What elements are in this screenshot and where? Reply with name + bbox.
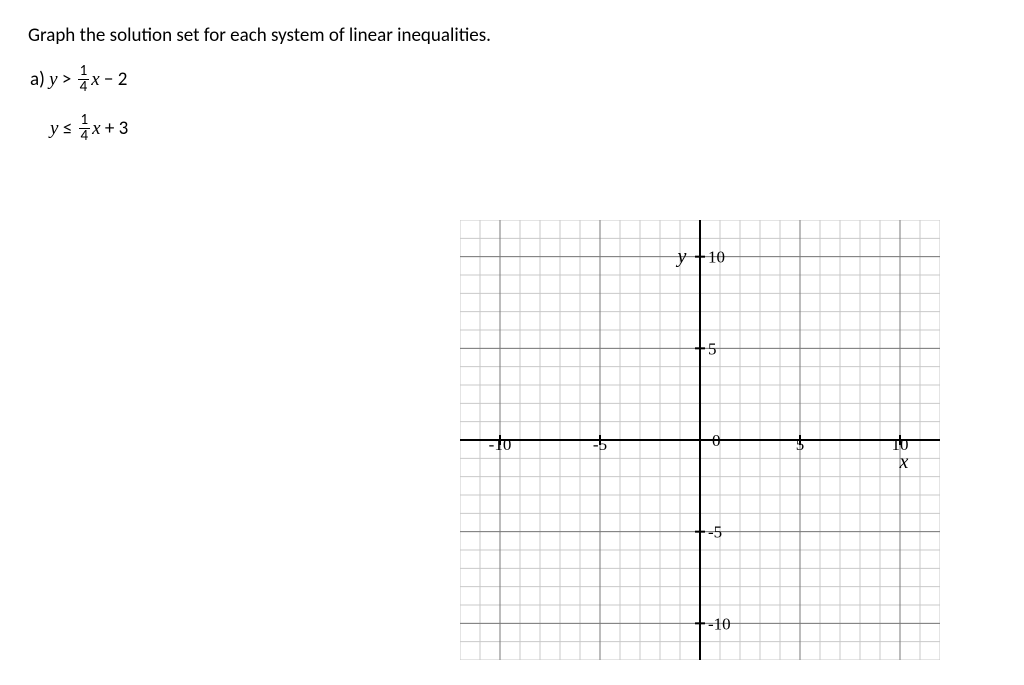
y-axis-label: y xyxy=(676,246,687,268)
y-tick-label: -10 xyxy=(708,614,731,633)
eq1-rhs-var: x xyxy=(91,69,99,90)
eq2-tail: + 3 xyxy=(101,117,129,140)
x-axis-label: x xyxy=(899,451,909,473)
eq1-operator: > xyxy=(62,68,71,91)
instruction-text: Graph the solution set for each system o… xyxy=(28,24,996,47)
eq1-lhs-var: y xyxy=(49,69,57,90)
eq1-fraction: 1 4 xyxy=(78,64,90,95)
svg-text:-5: -5 xyxy=(593,435,607,454)
eq1-denominator: 4 xyxy=(78,80,90,95)
problem-block: a) y > 1 4 x − 2 y ≤ 1 4 x + 3 xyxy=(30,65,996,145)
svg-text:0: 0 xyxy=(712,431,721,450)
coordinate-grid: -10-50510105-5-10yx xyxy=(460,220,940,665)
y-tick-label: 10 xyxy=(708,248,725,267)
eq2-operator: ≤ xyxy=(63,117,72,140)
inequality-2: y ≤ 1 4 x + 3 xyxy=(50,114,996,145)
eq2-denominator: 4 xyxy=(79,129,91,144)
eq2-fraction: 1 4 xyxy=(79,113,91,144)
grid-svg: -10-50510105-5-10yx xyxy=(460,220,940,660)
y-tick-label: 5 xyxy=(708,339,717,358)
eq2-rhs-var: x xyxy=(92,118,100,139)
problem-label: a) xyxy=(30,68,49,91)
inequality-1: a) y > 1 4 x − 2 xyxy=(30,65,996,96)
eq2-lhs-var: y xyxy=(50,118,58,139)
eq1-tail: − 2 xyxy=(100,68,128,91)
svg-text:-10: -10 xyxy=(489,435,512,454)
y-tick-label: -5 xyxy=(708,523,722,542)
svg-text:5: 5 xyxy=(796,435,805,454)
